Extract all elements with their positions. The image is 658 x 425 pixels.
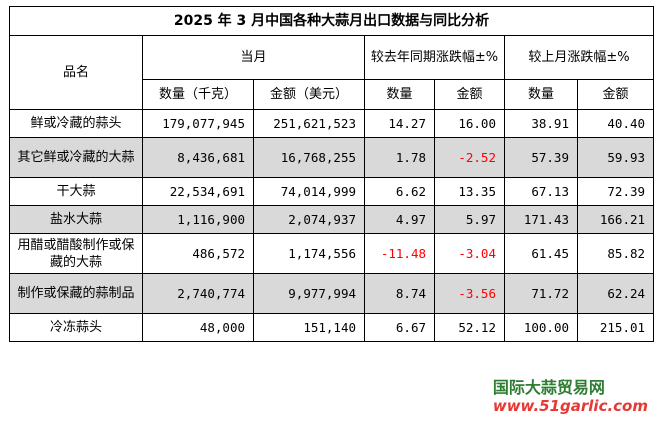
cell-mom-qty: 57.39 [504,137,578,178]
cell-name: 用醋或醋酸制作或保藏的大蒜 [9,233,143,274]
table-row: 鲜或冷藏的蒜头 179,077,945 251,621,523 14.27 16.00 3… [9,109,655,138]
cell-mom-qty: 61.45 [504,233,578,274]
cell-amt: 9,977,994 [253,273,365,314]
cell-mom-amt: 62.24 [576,273,655,314]
cell-yoy-amt: -3.56 [434,273,505,314]
table-row: 盐水大蒜 1,116,900 2,074,937 4.97 5.97 171.43 166.… [9,205,655,234]
cell-qty: 2,740,774 [142,273,254,314]
cell-amt: 2,074,937 [253,205,365,234]
cell-yoy-qty: 4.97 [364,205,435,234]
cell-amt: 251,621,523 [253,109,365,138]
header-yoy-qty: 数量 [364,79,435,110]
cell-mom-qty: 100.00 [504,313,578,342]
table-row: 制作或保藏的蒜制品 2,740,774 9,977,994 8.74 -3.56 71.7… [9,273,655,314]
cell-yoy-amt: 16.00 [434,109,505,138]
cell-yoy-amt: -2.52 [434,137,505,178]
cell-yoy-amt: 5.97 [434,205,505,234]
cell-yoy-amt: 52.12 [434,313,505,342]
table-title: 2025 年 3 月中国各种大蒜月出口数据与同比分析 [8,6,655,36]
cell-mom-amt: 59.93 [576,137,655,178]
header-amt-usd: 金额（美元） [253,79,365,110]
cell-amt: 151,140 [253,313,365,342]
cell-name: 干大蒜 [9,177,143,206]
cell-name: 盐水大蒜 [9,205,143,234]
cell-yoy-qty: 6.67 [364,313,435,342]
cell-mom-amt: 85.82 [576,233,655,274]
cell-yoy-qty: 6.62 [364,177,435,206]
header-yoy: 较去年同期涨跌幅±% [364,35,505,80]
cell-mom-qty: 171.43 [504,205,578,234]
cell-name: 制作或保藏的蒜制品 [9,273,143,314]
cell-qty: 8,436,681 [142,137,254,178]
cell-qty: 1,116,900 [142,205,254,234]
cell-mom-amt: 72.39 [576,177,655,206]
cell-mom-qty: 67.13 [504,177,578,206]
watermark-logo: 国际大蒜贸易网 www.51garlic.com [493,378,648,416]
cell-amt: 74,014,999 [253,177,365,206]
cell-amt: 16,768,255 [253,137,365,178]
cell-mom-amt: 40.40 [576,109,655,138]
cell-name: 冷冻蒜头 [9,313,143,342]
cell-qty: 179,077,945 [142,109,254,138]
cell-mom-amt: 215.01 [576,313,655,342]
cell-mom-qty: 38.91 [504,109,578,138]
cell-mom-qty: 71.72 [504,273,578,314]
cell-name: 其它鲜或冷藏的大蒜 [9,137,143,178]
header-qty-kg: 数量（千克） [142,79,254,110]
cell-name: 鲜或冷藏的蒜头 [9,109,143,138]
header-mom: 较上月涨跌幅±% [503,35,655,80]
table-row: 用醋或醋酸制作或保藏的大蒜 486,572 1,174,556 -11.48 -3.04… [9,233,655,274]
header-mom-qty: 数量 [504,79,578,110]
cell-qty: 48,000 [142,313,254,342]
cell-yoy-amt: 13.35 [434,177,505,206]
header-yoy-amt: 金额 [434,79,505,110]
table-row: 冷冻蒜头 48,000 151,140 6.67 52.12 100.00 215.01 [9,313,655,342]
table-row: 其它鲜或冷藏的大蒜 8,436,681 16,768,255 1.78 -2.52 57.… [9,137,655,178]
cell-yoy-qty: -11.48 [364,233,435,274]
watermark-url: www.51garlic.com [492,397,648,415]
header-name: 品名 [9,35,143,110]
cell-yoy-amt: -3.04 [434,233,505,274]
cell-yoy-qty: 8.74 [364,273,435,314]
watermark-name: 国际大蒜贸易网 [492,378,605,397]
header-current: 当月 [142,35,365,80]
garlic-export-table: 2025 年 3 月中国各种大蒜月出口数据与同比分析 品名 当月 较去年同期涨跌… [8,6,655,342]
cell-amt: 1,174,556 [253,233,365,274]
table-row: 干大蒜 22,534,691 74,014,999 6.62 13.35 67.13 72.… [9,177,655,206]
cell-qty: 22,534,691 [142,177,254,206]
cell-qty: 486,572 [142,233,254,274]
cell-mom-amt: 166.21 [576,205,655,234]
header-mom-amt: 金额 [576,79,655,110]
cell-yoy-qty: 14.27 [364,109,435,138]
cell-yoy-qty: 1.78 [364,137,435,178]
